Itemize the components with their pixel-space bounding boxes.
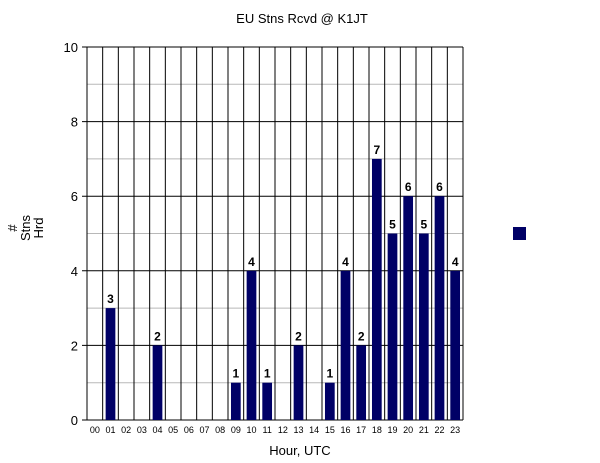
data-label: 5: [389, 218, 396, 232]
data-label: 6: [405, 180, 412, 194]
x-tick-label: 05: [168, 425, 178, 435]
bar-19: [387, 233, 398, 420]
x-tick-label: 11: [262, 425, 271, 435]
bar-17: [356, 345, 367, 420]
bars: [105, 158, 461, 420]
bar-15: [324, 382, 335, 420]
bar-16: [340, 270, 351, 420]
data-label: 4: [452, 255, 459, 269]
bar-13: [293, 345, 304, 420]
x-tick-label: 08: [215, 425, 225, 435]
data-label: 4: [248, 255, 255, 269]
x-tick-label: 09: [231, 425, 241, 435]
y-tick-label: 6: [71, 189, 78, 204]
data-label: 4: [342, 255, 349, 269]
y-label-line: Hrd: [31, 218, 46, 239]
x-tick-label: 14: [309, 425, 319, 435]
bar-18: [371, 158, 382, 420]
data-label: 5: [420, 218, 427, 232]
chart-title: EU Stns Rcvd @ K1JT: [236, 11, 368, 26]
y-tick-label: 2: [71, 338, 78, 353]
x-tick-label: 13: [293, 425, 303, 435]
bar-21: [418, 233, 429, 420]
x-tick-label: 04: [152, 425, 162, 435]
x-tick-label: 16: [340, 425, 350, 435]
data-label: 3: [107, 292, 114, 306]
x-tick-label: 03: [137, 425, 147, 435]
y-label-line: Stns: [18, 214, 33, 241]
x-tick-label: 15: [325, 425, 335, 435]
x-tick-label: 22: [434, 425, 444, 435]
bar-22: [434, 196, 445, 420]
data-labels: 3 2 1 4 1 2 1 4 2 7 5 6 5 6 4: [107, 143, 459, 381]
x-tick-label: 02: [121, 425, 131, 435]
bar-23: [450, 270, 461, 420]
y-ticks: 0 2 4 6 8 10: [64, 40, 78, 428]
x-tick-label: 17: [356, 425, 366, 435]
y-tick-label: 10: [64, 40, 78, 55]
bar-09: [230, 382, 241, 420]
x-tick-label: 01: [105, 425, 115, 435]
data-label: 1: [232, 367, 239, 381]
x-tick-label: 10: [246, 425, 256, 435]
data-label: 7: [373, 143, 380, 157]
data-label: 6: [436, 180, 443, 194]
x-tick-label: 20: [403, 425, 413, 435]
y-tick-label: 0: [71, 413, 78, 428]
bar-04: [152, 345, 163, 420]
y-tick-label: 8: [71, 115, 78, 130]
legend-swatch: [513, 227, 526, 240]
x-axis-label: Hour, UTC: [269, 443, 330, 458]
data-label: 1: [264, 367, 271, 381]
data-label: 2: [154, 329, 161, 343]
bar-10: [246, 270, 257, 420]
data-label: 1: [326, 367, 333, 381]
data-label: 2: [358, 329, 365, 343]
x-tick-label: 00: [90, 425, 100, 435]
x-tick-label: 21: [419, 425, 429, 435]
x-ticks: 00 01 02 03 04 05 06 07 08 09 10 11 12 13 14 15 16 17 18 19…: [90, 425, 460, 435]
bar-20: [403, 196, 414, 420]
x-tick-label: 23: [450, 425, 460, 435]
data-label: 2: [295, 329, 302, 343]
y-label-line: #: [5, 224, 20, 232]
x-tick-label: 07: [199, 425, 209, 435]
bar-01: [105, 308, 116, 420]
x-tick-label: 18: [372, 425, 382, 435]
x-tick-label: 12: [278, 425, 288, 435]
x-tick-label: 06: [184, 425, 194, 435]
grid: [82, 46, 464, 421]
y-tick-label: 4: [71, 264, 78, 279]
x-tick-label: 19: [387, 425, 397, 435]
bar-11: [262, 382, 273, 420]
